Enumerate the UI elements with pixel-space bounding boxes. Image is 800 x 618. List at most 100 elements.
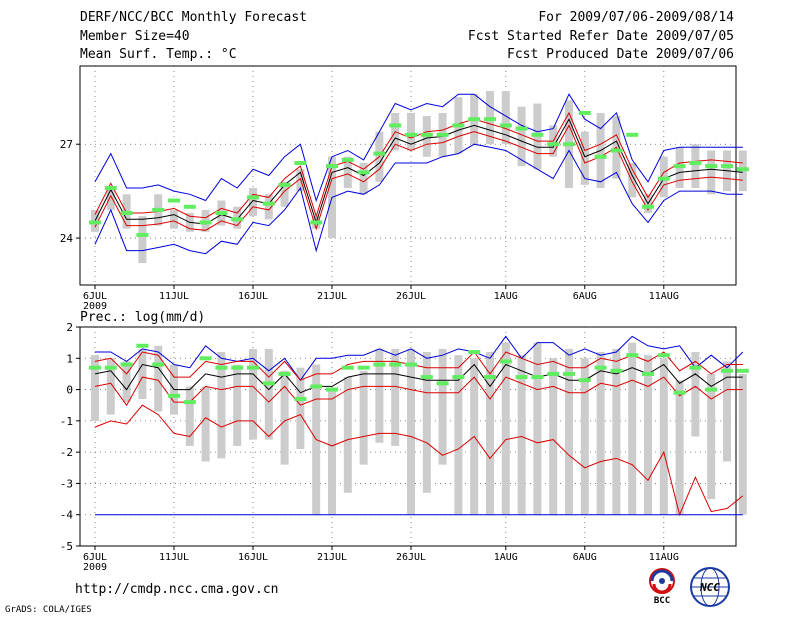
member-mean-dash xyxy=(452,375,465,380)
member-mean-dash xyxy=(499,123,512,128)
spread-lower-line xyxy=(94,376,743,407)
member-mean-dash xyxy=(199,220,212,225)
member-mean-dash xyxy=(373,151,386,156)
ensemble-bar xyxy=(359,162,368,195)
ensemble-bar xyxy=(612,348,621,515)
member-mean-dash xyxy=(357,170,370,175)
ensemble-bar xyxy=(691,144,700,189)
member-mean-dash xyxy=(721,368,733,373)
ensemble-bar xyxy=(343,377,352,493)
member-mean-dash xyxy=(484,117,496,122)
member-mean-dash xyxy=(247,195,259,200)
x-tick-label: 21JUL xyxy=(317,291,347,302)
x-tick-label: 11JUL xyxy=(159,552,189,563)
member-mean-dash xyxy=(689,160,702,165)
ensemble-bar xyxy=(375,348,384,443)
spread-lower-line xyxy=(94,124,743,231)
y-tick-label: -4 xyxy=(60,509,74,522)
member-mean-dash xyxy=(104,365,117,370)
x-tick-label: 11AUG xyxy=(649,552,679,563)
ensemble-bar xyxy=(438,348,447,465)
x-tick-label: 26JUL xyxy=(396,552,426,563)
x-tick-label: 21JUL xyxy=(317,552,347,563)
ensemble-bar xyxy=(138,348,147,399)
ensemble-bar xyxy=(596,352,605,515)
ensemble-bar xyxy=(580,358,589,515)
member-mean-dash xyxy=(152,362,165,367)
ensemble-bar xyxy=(201,386,210,462)
ensemble-bar xyxy=(328,389,336,515)
x-year-label: 2009 xyxy=(83,562,107,573)
ensemble-bar xyxy=(280,370,289,465)
member-mean-dash xyxy=(657,353,670,358)
ncc-logo-text: NCC xyxy=(699,581,720,594)
ensemble-bar xyxy=(249,188,257,217)
member-mean-dash xyxy=(136,232,149,237)
y-tick-label: 27 xyxy=(60,138,73,151)
ensemble-bar xyxy=(91,355,99,421)
x-tick-label: 6AUG xyxy=(573,552,597,563)
ensemble-bar xyxy=(185,386,194,446)
ensemble-bar xyxy=(565,348,573,515)
ensemble-bar xyxy=(707,373,716,500)
member-size-label: Member Size=40 xyxy=(80,29,190,44)
member-mean-dash xyxy=(578,378,591,383)
x-year-label: 2009 xyxy=(83,301,107,312)
ensemble-bar xyxy=(691,352,700,437)
ensemble-bar xyxy=(249,348,257,440)
member-mean-dash xyxy=(657,176,670,181)
ensemble-bar xyxy=(644,355,652,515)
member-mean-dash xyxy=(626,132,639,137)
x-tick-label: 6JUL xyxy=(83,291,107,302)
member-mean-dash xyxy=(278,371,291,376)
member-mean-dash xyxy=(531,132,544,137)
precipitation-panel-title: Prec.: log(mm/d) xyxy=(80,310,205,325)
min-member-line xyxy=(94,404,744,517)
member-mean-dash xyxy=(642,371,654,376)
x-tick-label: 16JUL xyxy=(238,552,268,563)
member-mean-dash xyxy=(310,220,323,225)
refer-date-label: Fcst Started Refer Date 2009/07/05 xyxy=(467,29,734,44)
member-mean-dash xyxy=(673,390,686,395)
ensemble-bar xyxy=(296,367,305,450)
member-mean-dash xyxy=(736,167,749,172)
member-mean-dash xyxy=(468,350,481,355)
ensemble-bar xyxy=(170,209,178,229)
member-mean-dash xyxy=(563,142,575,147)
member-mean-dash xyxy=(563,371,575,376)
ensemble-bar xyxy=(580,131,589,185)
member-mean-dash xyxy=(705,387,718,392)
member-mean-dash xyxy=(104,186,117,191)
y-tick-label: -3 xyxy=(60,477,73,490)
member-mean-dash xyxy=(199,356,212,361)
member-mean-dash xyxy=(341,365,354,370)
ensemble-mean-line xyxy=(94,363,743,394)
member-mean-dash xyxy=(515,126,528,131)
bcc-logo: BCC xyxy=(649,568,675,606)
member-mean-dash xyxy=(689,365,702,370)
grads-credit: GrADS: COLA/IGES xyxy=(5,605,92,615)
ensemble-bar xyxy=(138,216,147,264)
ensemble-bar xyxy=(738,373,747,515)
ensemble-bar xyxy=(517,106,526,167)
member-mean-dash xyxy=(594,154,607,159)
member-mean-dash xyxy=(262,381,275,386)
source-url[interactable]: http://cmdp.ncc.cma.gov.cn xyxy=(75,582,279,597)
x-tick-label: 26JUL xyxy=(396,291,426,302)
member-mean-dash xyxy=(389,123,402,128)
member-mean-dash xyxy=(373,362,386,367)
ensemble-bar xyxy=(280,181,289,207)
member-mean-dash xyxy=(420,132,433,137)
ensemble-bar xyxy=(501,91,510,145)
x-tick-label: 11JUL xyxy=(159,291,189,302)
ensemble-bar xyxy=(675,380,684,515)
member-mean-dash xyxy=(420,375,433,380)
member-mean-dash xyxy=(642,204,654,209)
member-mean-dash xyxy=(294,160,307,165)
member-mean-dash xyxy=(310,384,323,389)
ensemble-bar xyxy=(501,342,510,515)
member-mean-dash xyxy=(468,117,481,122)
member-mean-dash xyxy=(326,387,338,392)
member-mean-dash xyxy=(626,353,639,358)
member-mean-dash xyxy=(215,211,228,216)
